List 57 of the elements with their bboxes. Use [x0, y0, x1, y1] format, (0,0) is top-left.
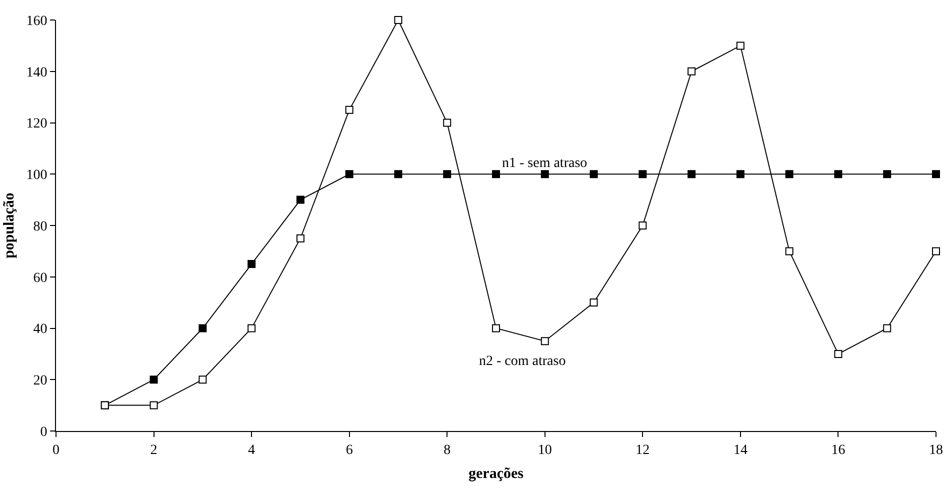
point [492, 324, 500, 332]
point [834, 350, 842, 358]
x-tick-label: 16 [831, 442, 846, 458]
point [150, 401, 158, 410]
point [932, 247, 940, 256]
point [540, 170, 549, 178]
point [540, 337, 549, 346]
point [248, 260, 256, 268]
point [736, 170, 744, 178]
y-tick-label: 120 [26, 116, 48, 132]
x-tick-label: 8 [444, 442, 451, 458]
y-tick-label: 140 [26, 65, 48, 80]
y-tick-label: 40 [33, 322, 48, 338]
y-tick-label: 100 [26, 168, 48, 184]
point [345, 106, 354, 114]
point [590, 298, 598, 307]
y-tick-label: 80 [33, 219, 48, 234]
point [345, 170, 354, 178]
series-label: n2 - com atraso [479, 354, 566, 369]
y-tick-label: 60 [33, 270, 48, 286]
point [492, 170, 500, 178]
x-axis-title: gerações [468, 466, 524, 482]
point [638, 222, 647, 230]
point [590, 170, 598, 178]
y-tick-label: 160 [26, 14, 48, 29]
point [443, 118, 452, 127]
point [150, 376, 158, 384]
x-tick-label: 18 [929, 442, 943, 458]
point [932, 170, 940, 178]
x-tick-label: 6 [346, 442, 353, 458]
point [688, 170, 696, 178]
x-tick-label: 0 [52, 442, 60, 458]
y-tick-label: 20 [33, 374, 48, 389]
point [394, 170, 402, 178]
series-label: n1 - sem atraso [502, 156, 588, 171]
point [296, 234, 304, 242]
point [785, 247, 794, 256]
point [834, 170, 842, 178]
point [394, 16, 402, 24]
point [248, 324, 256, 332]
point [638, 170, 647, 178]
x-tick-label: 14 [733, 442, 748, 458]
x-tick-label: 4 [248, 442, 256, 458]
point [443, 170, 452, 178]
point [296, 196, 304, 204]
x-tick-label: 10 [538, 442, 552, 458]
point [883, 324, 892, 332]
point [688, 67, 696, 76]
point [198, 324, 207, 332]
point [785, 170, 794, 178]
point [736, 42, 744, 50]
point [198, 376, 207, 384]
y-axis-title: população [1, 192, 18, 258]
y-tick-label: 0 [40, 424, 48, 440]
x-tick-label: 2 [150, 442, 158, 458]
x-tick-label: 12 [636, 442, 650, 458]
point [883, 170, 892, 178]
